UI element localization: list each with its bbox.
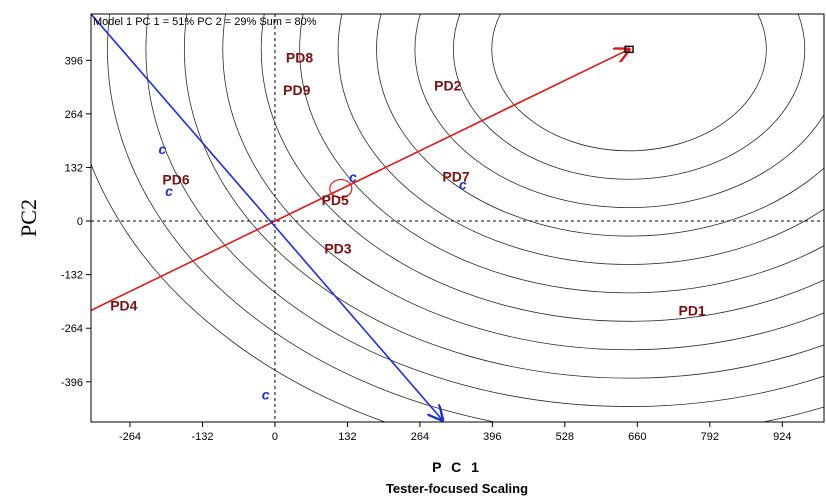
concentric-circle (260, 14, 824, 322)
concentric-circle (222, 14, 824, 351)
genotype-point: PD3 (324, 241, 351, 257)
tester-point: c (159, 141, 167, 157)
x-tick-label: 792 (701, 431, 719, 443)
y-axis-label: PC2 (16, 199, 41, 237)
x-tick-label: 528 (556, 431, 574, 443)
x-tick-label: 264 (411, 431, 429, 443)
genotype-point: PD5 (322, 192, 349, 208)
x-axis-ticks: -264 -132 0 132 264 396 528 660 792 924 (119, 422, 791, 443)
genotype-point: PD8 (286, 50, 313, 66)
x-tick-label: -132 (191, 431, 213, 443)
y-tick-label: 132 (65, 162, 83, 174)
tester-point: c (349, 169, 357, 185)
x-tick-label: 0 (272, 431, 278, 443)
genotype-point: PD2 (434, 77, 461, 93)
x-tick-label: 924 (773, 431, 791, 443)
y-tick-label: 0 (77, 216, 83, 228)
tester-arrow (91, 14, 442, 420)
x-tick-label: 396 (483, 431, 501, 443)
y-tick-label: 264 (65, 109, 83, 121)
chart-subtitle: Tester-focused Scaling (386, 481, 528, 496)
genotype-point: PD1 (678, 303, 705, 319)
genotype-point: PD6 (162, 172, 189, 188)
tester-point: c (459, 176, 467, 192)
genotype-point: PD4 (110, 297, 137, 313)
genotype-point: PD7 (442, 169, 469, 185)
mean-circle-marker (329, 178, 353, 199)
concentric-circle (91, 162, 387, 422)
y-tick-label: -132 (61, 270, 83, 282)
y-tick-label: -396 (61, 377, 83, 389)
concentric-circle (107, 14, 824, 422)
x-tick-label: 660 (628, 431, 646, 443)
tester-point: c (262, 387, 270, 403)
plot-frame (90, 13, 825, 423)
x-tick-label: -264 (119, 431, 141, 443)
y-tick-label: 396 (65, 55, 83, 67)
zero-axes (91, 14, 824, 422)
concentric-circle (453, 14, 806, 180)
vector-lines (91, 14, 634, 420)
ideal-point-marker (624, 45, 634, 54)
point-labels: PD1 PD2 PD3 PD4 PD5 PD6 PD7 PD8 PD9 c c c c c (110, 50, 706, 403)
genotype-point: PD9 (283, 82, 310, 98)
concentric-circle (376, 14, 824, 237)
x-axis-label: P C 1 (432, 459, 482, 475)
tester-point: c (165, 183, 173, 199)
concentric-circle (491, 14, 767, 152)
chart-title: Model 1 PC 1 = 51% PC 2 = 29% Sum = 80% (93, 16, 317, 28)
y-tick-label: -264 (61, 323, 83, 335)
concentric-circles (91, 14, 824, 422)
y-axis-ticks: 396 264 132 0 -132 -264 -396 (61, 55, 91, 389)
concentric-circle (337, 14, 824, 265)
x-tick-label: 132 (338, 431, 356, 443)
